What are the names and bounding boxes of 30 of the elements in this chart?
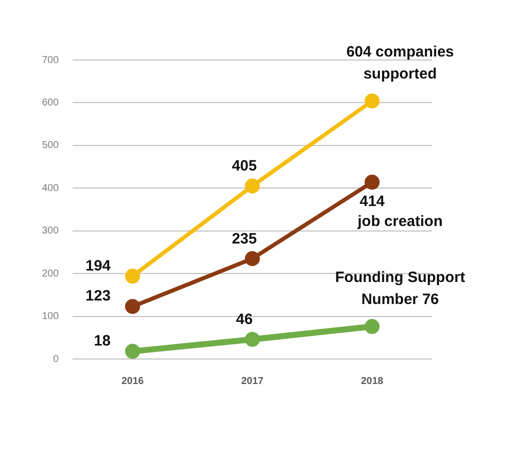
data-label: 123 bbox=[86, 288, 111, 305]
point bbox=[125, 268, 140, 284]
point bbox=[244, 251, 260, 266]
point bbox=[125, 298, 140, 314]
y-tick-label: 400 bbox=[42, 182, 60, 194]
y-tick-label: 0 bbox=[53, 354, 60, 365]
data-label: 414 bbox=[360, 192, 386, 210]
point bbox=[125, 344, 140, 359]
data-label: 46 bbox=[236, 310, 253, 328]
y-tick-label: 200 bbox=[42, 268, 60, 280]
x-tick-label: 2017 bbox=[241, 376, 264, 387]
y-tick-label: 500 bbox=[42, 140, 60, 152]
point bbox=[244, 332, 260, 347]
data-label: 18 bbox=[94, 332, 111, 350]
y-tick-label: 300 bbox=[42, 226, 60, 237]
point bbox=[244, 178, 260, 194]
y-tick-label: 600 bbox=[42, 97, 60, 108]
annotation: 604 companies supported bbox=[346, 44, 454, 83]
y-tick-label: 100 bbox=[42, 311, 60, 322]
point bbox=[364, 319, 380, 334]
y-tick-label: 700 bbox=[42, 54, 60, 66]
annotation: job creation bbox=[356, 212, 443, 230]
point bbox=[364, 94, 380, 109]
data-label: 405 bbox=[232, 158, 257, 175]
data-label: 194 bbox=[86, 257, 112, 274]
annotation: Founding Support Number 76 bbox=[335, 269, 466, 308]
point bbox=[364, 174, 380, 190]
data-label: 235 bbox=[232, 230, 257, 248]
x-tick-label: 2018 bbox=[360, 376, 384, 387]
x-tick-label: 2016 bbox=[121, 376, 144, 387]
